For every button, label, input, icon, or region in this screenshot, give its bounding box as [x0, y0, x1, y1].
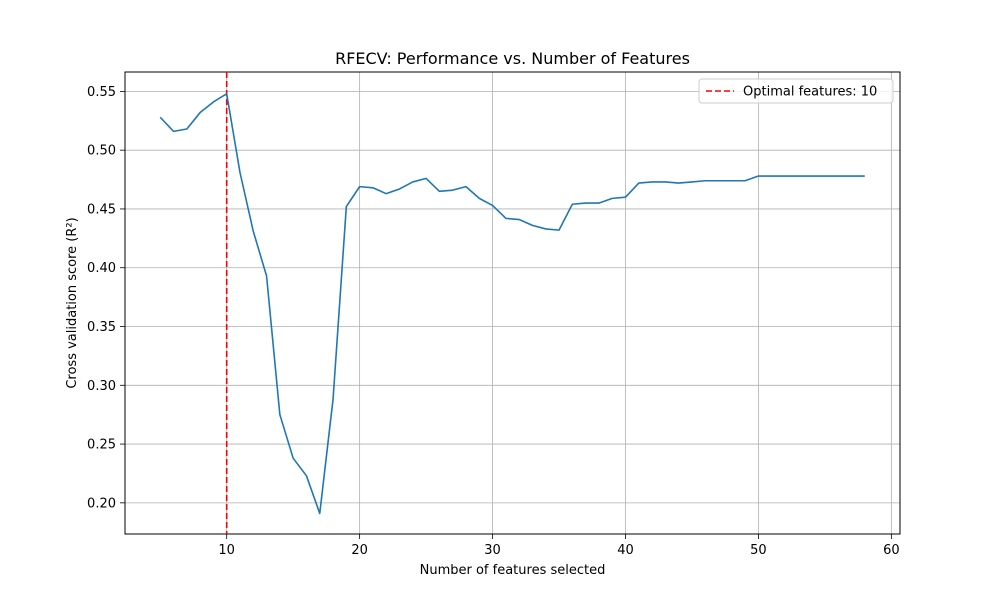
y-tick-label: 0.45 [87, 202, 116, 217]
cv-score-series-line [159, 92, 865, 515]
legend-box [698, 78, 894, 104]
chart-title: RFECV: Performance vs. Number of Feature… [335, 49, 690, 68]
x-tick-label: 50 [750, 543, 767, 558]
grid-lines [125, 72, 900, 534]
y-tick-label: 0.25 [87, 438, 116, 453]
x-tick-label: 30 [484, 543, 501, 558]
x-tick-label: 60 [883, 543, 900, 558]
x-tick-label: 40 [617, 543, 634, 558]
legend-label: Optimal features: 10 [743, 85, 877, 100]
y-tick-label: 0.35 [87, 320, 116, 335]
y-tick-label: 0.20 [87, 496, 116, 511]
y-tick-label: 0.40 [87, 261, 116, 276]
x-tick-label: 20 [351, 543, 368, 558]
y-tick-label: 0.30 [87, 379, 116, 394]
y-axis-label: Cross validation score (R²) [65, 217, 80, 388]
plot-area-frame [124, 71, 901, 535]
y-tick-label: 0.50 [87, 144, 116, 159]
y-axis-ticks: 0.20 0.25 0.30 0.35 0.40 0.45 0.50 0.55 [87, 85, 125, 511]
x-axis-label: Number of features selected [420, 563, 606, 578]
y-tick-label: 0.55 [87, 85, 116, 100]
x-tick-label: 10 [218, 543, 235, 558]
x-axis-ticks: 10 20 30 40 50 60 [218, 534, 900, 558]
legend: Optimal features: 10 [698, 78, 894, 104]
